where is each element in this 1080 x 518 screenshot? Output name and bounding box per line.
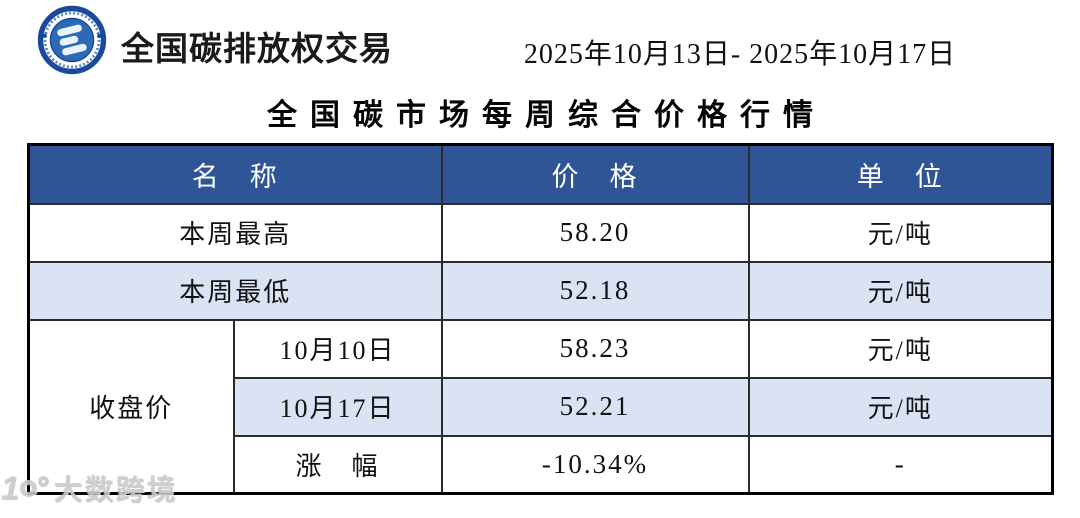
header-price: 价 格: [440, 143, 750, 205]
header-unit: 单 位: [747, 143, 1054, 205]
price-table: 名 称 价 格 单 位 本周最高 58.20 元/吨 本周最低 52.18 元/…: [27, 143, 1054, 495]
week-high-unit: 元/吨: [747, 202, 1054, 263]
table-row-week-high: 本周最高 58.20 元/吨: [27, 202, 1054, 263]
carbon-exchange-logo-icon: [37, 5, 107, 75]
week-low-unit: 元/吨: [747, 260, 1054, 321]
week-high-price: 58.20: [440, 202, 750, 263]
change-price: -10.34%: [440, 434, 750, 495]
close-oct10-price: 58.23: [440, 318, 750, 379]
close-oct17-label: 10月17日: [232, 376, 443, 437]
brand-name: 全国碳排放权交易: [121, 32, 393, 68]
table-row-close-oct10: 收盘价 10月10日 58.23 元/吨: [27, 318, 1054, 495]
table-row-week-low: 本周最低 52.18 元/吨: [27, 260, 1054, 321]
week-low-label: 本周最低: [27, 260, 443, 321]
table-row-change: 涨 幅 -10.34% -: [29, 434, 1054, 495]
week-high-label: 本周最高: [27, 202, 443, 263]
close-oct17-unit: 元/吨: [747, 376, 1054, 437]
table-row-close-oct17: 10月17日 52.21 元/吨: [29, 376, 1054, 437]
close-oct10-label: 10月10日: [232, 318, 443, 379]
change-label: 涨 幅: [232, 434, 443, 495]
header-name: 名 称: [27, 143, 443, 205]
week-low-price: 52.18: [440, 260, 750, 321]
close-oct10-unit: 元/吨: [747, 318, 1054, 379]
table-header-row: 名 称 价 格 单 位: [27, 143, 1054, 205]
change-unit: -: [747, 434, 1054, 495]
date-range: 2025年10月13日- 2025年10月17日: [523, 39, 957, 70]
page-title: 全国碳市场每周综合价格行情: [267, 99, 826, 132]
close-oct17-price: 52.21: [440, 376, 750, 437]
closing-price-group-label: 收盘价: [27, 318, 235, 495]
